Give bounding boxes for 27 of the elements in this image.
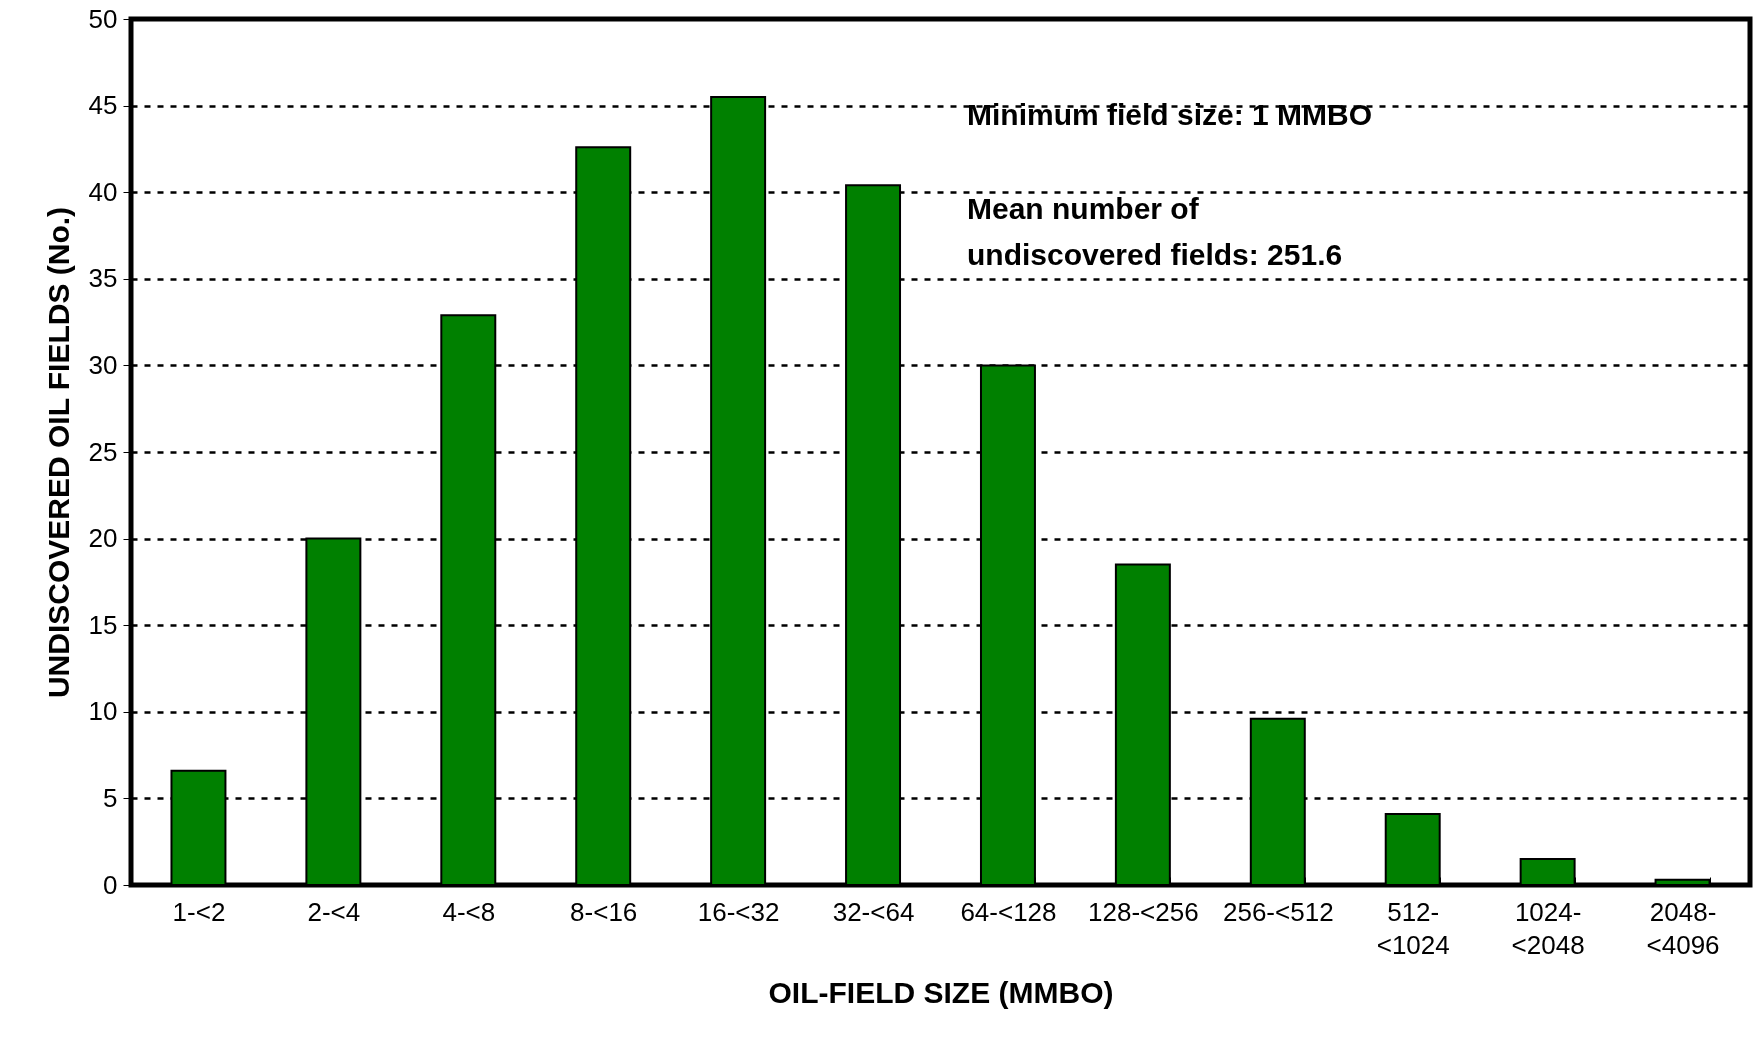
x-tick-label: 256-<512 (1222, 896, 1334, 927)
x-tick-label: 8-<16 (570, 896, 638, 927)
y-tick-label: 40 (88, 176, 118, 207)
y-axis-title: UNDISCOVERED OIL FIELDS (No.) (41, 206, 75, 699)
y-tick-label: 20 (88, 523, 118, 554)
x-tick-label: 2048-<4096 (1646, 896, 1720, 960)
annotation: Minimum field size: 1 MMBO (967, 98, 1373, 131)
x-axis-title: OIL-FIELD SIZE (MMBO) (768, 975, 1114, 1009)
x-tick-label: 512-<1024 (1376, 896, 1450, 960)
x-tick-label: 64-<128 (960, 896, 1057, 927)
x-tick-label: 1-<2 (172, 896, 226, 927)
y-tick-label: 0 (103, 869, 118, 900)
x-tick-label: 128-<256 (1088, 896, 1199, 927)
y-tick-label: 45 (88, 90, 118, 121)
y-tick-label: 5 (103, 782, 118, 813)
y-tick-label: 30 (88, 349, 118, 380)
y-tick-label: 25 (88, 436, 118, 467)
x-tick-label: 4-<8 (442, 896, 496, 927)
y-tick-label: 15 (88, 609, 118, 640)
x-tick-label: 32-<64 (832, 896, 915, 927)
y-tick-label: 10 (88, 696, 118, 727)
x-tick-label: 2-<4 (307, 896, 361, 927)
y-tick-label: 35 (88, 263, 118, 294)
annotation: Mean number of undiscovered fields: 251.6 (967, 192, 1343, 271)
x-tick-label: 1024-<2048 (1511, 896, 1585, 960)
y-tick-label: 50 (88, 3, 118, 34)
x-tick-label: 16-<32 (697, 896, 780, 927)
